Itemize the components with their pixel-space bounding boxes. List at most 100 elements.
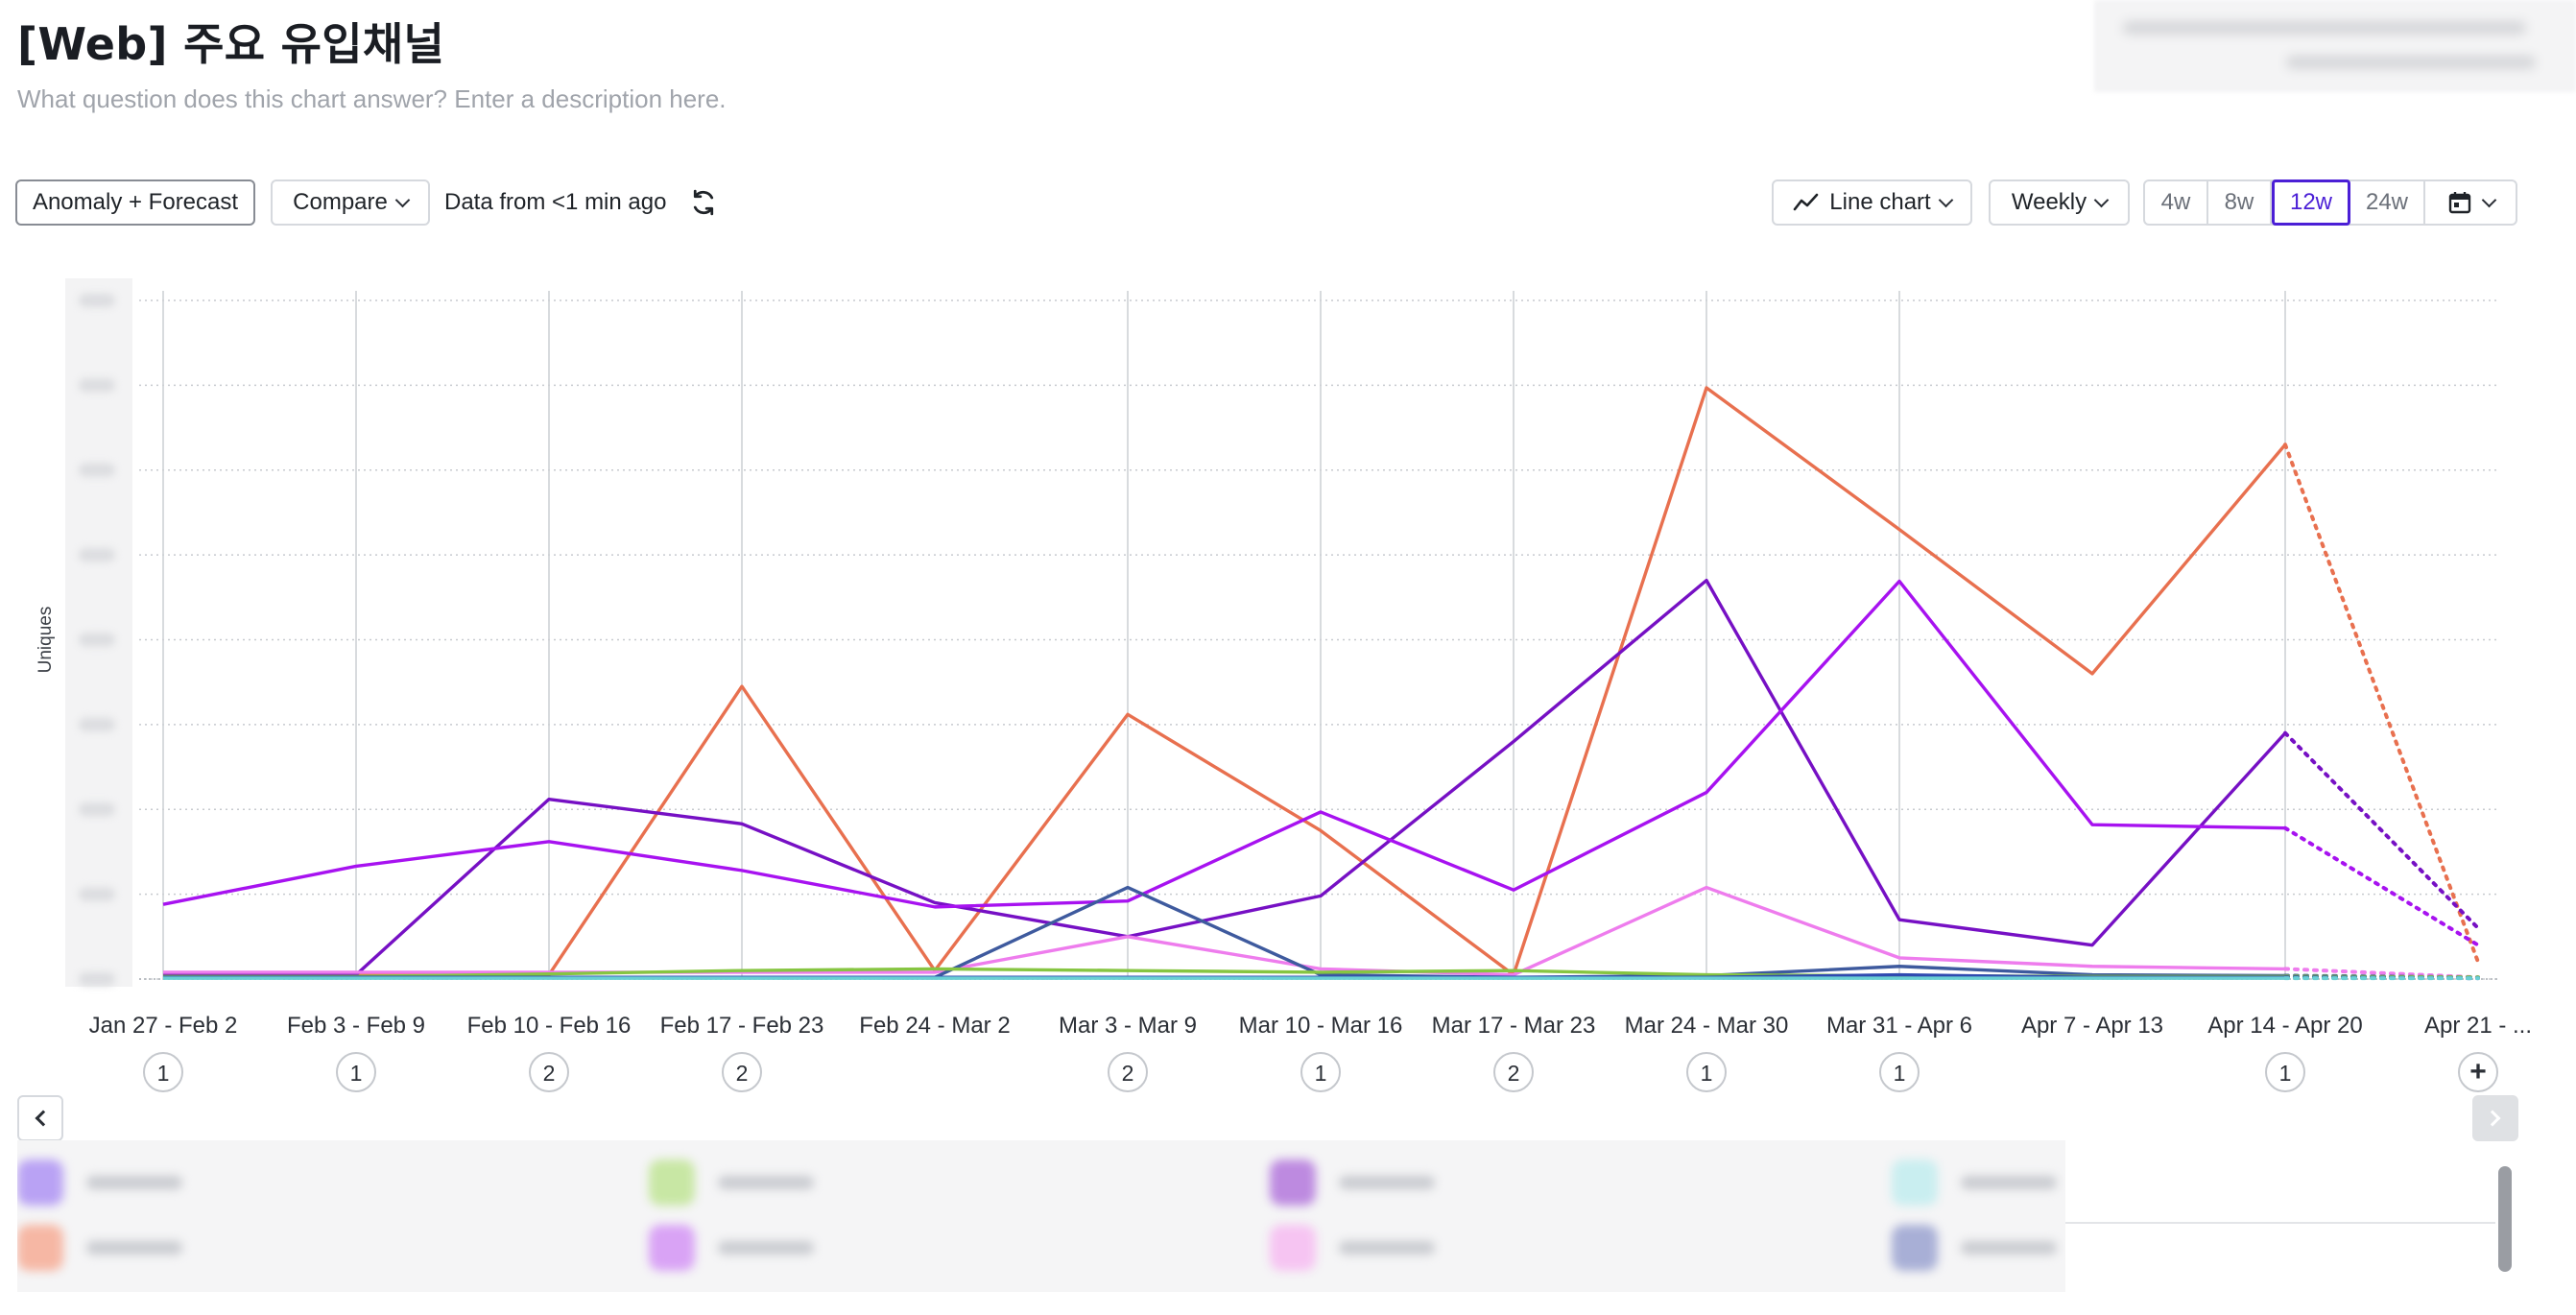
annotation-marker[interactable]: 1 xyxy=(336,1052,376,1092)
legend-swatch xyxy=(649,1160,695,1206)
anomaly-forecast-button[interactable]: Anomaly + Forecast xyxy=(15,179,255,226)
blurred-header-info xyxy=(2094,0,2576,92)
series-forecast-1 xyxy=(2283,442,2480,965)
chevron-down-icon xyxy=(2093,192,2110,207)
annotation-marker[interactable]: 1 xyxy=(2265,1052,2305,1092)
annotation-count: 1 xyxy=(157,1061,170,1086)
annotation-marker[interactable]: 2 xyxy=(1108,1052,1148,1092)
data-freshness-text: Data from <1 min ago xyxy=(444,189,667,215)
y-tick-label-blurred xyxy=(79,802,115,817)
chart-type-label: Line chart xyxy=(1829,189,1931,215)
legend-item[interactable] xyxy=(649,1160,814,1206)
chart-title[interactable]: [Web] 주요 유입채널 xyxy=(17,18,445,70)
annotation-count: 1 xyxy=(350,1061,363,1086)
compare-label: Compare xyxy=(293,189,388,215)
annotation-marker[interactable]: 2 xyxy=(1493,1052,1534,1092)
legend-label-blurred xyxy=(1339,1241,1435,1255)
interval-dropdown[interactable]: Weekly xyxy=(1989,179,2130,226)
annotation-marker[interactable]: 1 xyxy=(1879,1052,1920,1092)
annotation-marker[interactable]: 1 xyxy=(143,1052,183,1092)
x-tick-label: Mar 24 - Mar 30 xyxy=(1625,1013,1789,1039)
chart-type-dropdown[interactable]: Line chart xyxy=(1772,179,1972,226)
legend-scrollbar-thumb[interactable] xyxy=(2498,1166,2512,1272)
x-tick-labels: Jan 27 - Feb 2 Feb 3 - Feb 9 Feb 10 - Feb … xyxy=(89,1013,2532,1039)
x-tick-label: Apr 7 - Apr 13 xyxy=(2021,1013,2163,1039)
annotation-count: 1 xyxy=(2279,1061,2292,1086)
x-tick-label: Mar 31 - Apr 6 xyxy=(1826,1013,1972,1039)
series-forecast-2 xyxy=(2283,730,2480,930)
legend-swatch xyxy=(17,1160,63,1206)
annotation-count: 2 xyxy=(736,1061,749,1086)
legend-label-blurred xyxy=(1339,1176,1435,1189)
annotation-count: 2 xyxy=(543,1061,556,1086)
annotation-marker[interactable]: 2 xyxy=(722,1052,762,1092)
annotation-marker[interactable]: 1 xyxy=(1300,1052,1341,1092)
range-12w-button[interactable]: 12w xyxy=(2272,179,2350,226)
annotation-count: 1 xyxy=(1701,1061,1713,1086)
annotation-count: 2 xyxy=(1508,1061,1520,1086)
chevron-left-icon xyxy=(35,1110,52,1127)
legend-item[interactable] xyxy=(17,1225,182,1271)
legend-item[interactable] xyxy=(1892,1160,2057,1206)
legend-divider xyxy=(2065,1222,2495,1224)
compare-dropdown[interactable]: Compare xyxy=(271,179,430,226)
y-axis-label: Uniques xyxy=(36,607,56,674)
legend-swatch xyxy=(649,1225,695,1271)
legend-label-blurred xyxy=(86,1241,182,1255)
series-line-3 xyxy=(162,579,2286,909)
date-picker-button[interactable] xyxy=(2425,181,2516,224)
refresh-icon[interactable] xyxy=(689,188,718,217)
x-tick-label: Feb 10 - Feb 16 xyxy=(467,1013,632,1039)
annotation-marker[interactable]: 1 xyxy=(1686,1052,1727,1092)
y-axis-blurred-area xyxy=(65,278,132,987)
chevron-right-icon xyxy=(2484,1110,2501,1127)
line-chart-icon xyxy=(1793,193,1819,211)
annotation-count: 1 xyxy=(1894,1061,1906,1086)
blurred-text xyxy=(2123,21,2526,35)
y-tick-label-blurred xyxy=(79,378,115,393)
x-tick-label: Jan 27 - Feb 2 xyxy=(89,1013,238,1039)
legend-swatch xyxy=(1270,1160,1316,1206)
legend-item[interactable] xyxy=(1270,1160,1435,1206)
series-lines xyxy=(162,386,2480,981)
series-line-2 xyxy=(163,578,2287,977)
annotation-count: 1 xyxy=(1315,1061,1327,1086)
legend-item[interactable] xyxy=(17,1160,182,1206)
date-range-selector: 4w 8w 12w 24w xyxy=(2143,179,2517,226)
legend-item[interactable] xyxy=(1270,1225,1435,1271)
x-tick-label: Feb 17 - Feb 23 xyxy=(660,1013,824,1039)
horizontal-gridlines xyxy=(139,299,2497,980)
legend-swatch xyxy=(17,1225,63,1271)
annotation-marker[interactable]: 2 xyxy=(529,1052,569,1092)
chevron-down-icon xyxy=(1938,192,1953,207)
x-tick-label: Feb 24 - Mar 2 xyxy=(859,1013,1010,1039)
y-tick-label-blurred xyxy=(79,463,115,477)
range-8w-button[interactable]: 8w xyxy=(2208,181,2272,224)
legend-swatch xyxy=(1892,1225,1938,1271)
anomaly-forecast-label: Anomaly + Forecast xyxy=(32,189,239,215)
legend-label-blurred xyxy=(1961,1176,2057,1189)
series-forecast-3 xyxy=(2283,825,2480,947)
x-tick-label: Apr 14 - Apr 20 xyxy=(2207,1013,2362,1039)
legend-item[interactable] xyxy=(649,1225,814,1271)
previous-page-button[interactable] xyxy=(17,1095,63,1141)
x-tick-label: Apr 21 - ... xyxy=(2424,1013,2532,1039)
legend-swatch xyxy=(1892,1160,1938,1206)
annotation-count: + xyxy=(2469,1056,2487,1088)
series-line-4 xyxy=(163,885,2286,977)
add-annotation-button[interactable]: + xyxy=(2458,1052,2498,1092)
y-tick-label-blurred xyxy=(79,633,115,647)
legend xyxy=(17,1140,2065,1292)
x-tick-label: Mar 10 - Mar 16 xyxy=(1239,1013,1403,1039)
legend-item[interactable] xyxy=(1892,1225,2057,1271)
x-tick-label: Feb 3 - Feb 9 xyxy=(287,1013,425,1039)
series-line-5 xyxy=(163,885,2286,979)
range-4w-button[interactable]: 4w xyxy=(2145,181,2208,224)
calendar-icon xyxy=(2448,192,2470,214)
chart-description[interactable]: What question does this chart answer? En… xyxy=(17,84,727,113)
next-page-button[interactable] xyxy=(2472,1095,2518,1141)
line-chart: Uniques Jan 27 - Feb 2 Feb 3 - Feb 9 Feb 1… xyxy=(36,278,2532,1092)
interval-label: Weekly xyxy=(2011,189,2087,215)
range-24w-button[interactable]: 24w xyxy=(2350,181,2425,224)
legend-label-blurred xyxy=(86,1176,182,1189)
